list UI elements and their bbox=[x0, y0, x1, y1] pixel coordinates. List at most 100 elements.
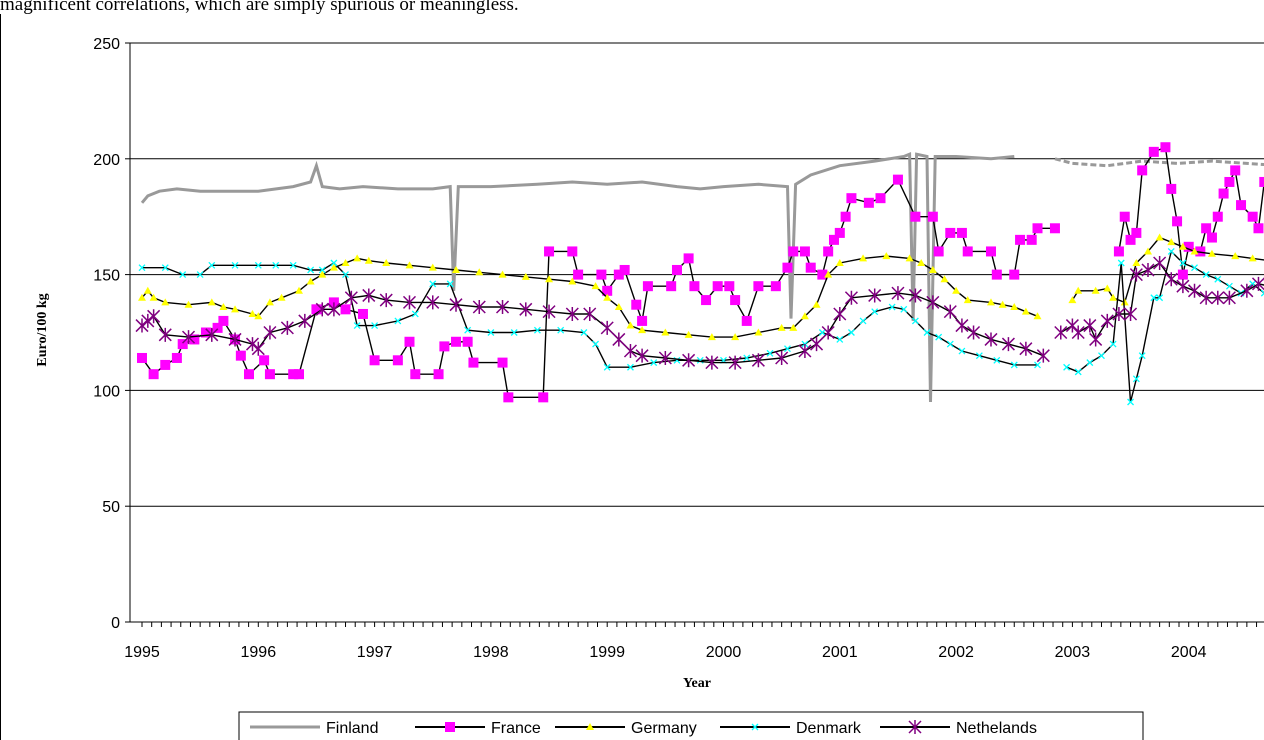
marker-star bbox=[1176, 279, 1190, 294]
marker-triangle bbox=[428, 263, 437, 271]
marker-x bbox=[871, 308, 879, 316]
marker-x bbox=[993, 356, 1001, 364]
marker-square bbox=[985, 246, 996, 257]
marker-square bbox=[264, 369, 275, 380]
legend-item-france: France bbox=[415, 720, 541, 737]
marker-x bbox=[254, 261, 262, 269]
marker-triangle bbox=[521, 272, 530, 280]
marker-star bbox=[147, 309, 161, 324]
marker-x bbox=[411, 310, 419, 318]
marker-star bbox=[1071, 325, 1085, 340]
marker-triangle bbox=[603, 293, 612, 301]
series-group bbox=[135, 142, 1264, 406]
marker-square bbox=[171, 352, 182, 363]
marker-star bbox=[542, 304, 556, 319]
marker-square bbox=[503, 392, 514, 403]
x-tick-label: 2000 bbox=[706, 644, 742, 661]
marker-x bbox=[371, 322, 379, 330]
marker-x bbox=[353, 322, 361, 330]
marker-star bbox=[280, 320, 294, 335]
marker-x bbox=[1167, 247, 1175, 255]
marker-star bbox=[228, 332, 242, 347]
marker-x bbox=[289, 261, 297, 269]
marker-square bbox=[602, 285, 613, 296]
marker-x bbox=[975, 352, 983, 360]
marker-star bbox=[1164, 272, 1178, 287]
marker-triangle bbox=[1207, 249, 1216, 257]
marker-star bbox=[891, 286, 905, 301]
marker-x bbox=[1098, 352, 1105, 360]
marker-star bbox=[362, 288, 376, 303]
marker-square bbox=[200, 327, 211, 338]
marker-square bbox=[1201, 223, 1212, 234]
x-tick-label: 1996 bbox=[241, 644, 277, 661]
marker-x bbox=[1179, 259, 1187, 267]
marker-star bbox=[984, 332, 998, 347]
x-tick-label: 1998 bbox=[473, 644, 509, 661]
marker-x bbox=[935, 333, 943, 341]
marker-x bbox=[330, 259, 338, 267]
marker-star bbox=[379, 293, 393, 308]
marker-star bbox=[1240, 283, 1254, 298]
marker-triangle bbox=[586, 723, 594, 730]
series-finland-2003-2004- bbox=[1054, 157, 1264, 168]
y-tick-label: 100 bbox=[93, 383, 120, 400]
marker-triangle bbox=[265, 298, 274, 306]
marker-star bbox=[181, 330, 196, 345]
marker-square bbox=[788, 246, 799, 257]
marker-star bbox=[1141, 262, 1155, 277]
marker-x bbox=[911, 317, 919, 325]
y-tick-label: 250 bbox=[93, 36, 120, 53]
marker-x bbox=[1063, 363, 1071, 371]
marker-square bbox=[189, 334, 200, 345]
series-france-2003-2004- bbox=[1113, 142, 1264, 280]
marker-square bbox=[724, 281, 735, 292]
marker-square bbox=[782, 262, 793, 273]
marker-triangle bbox=[149, 293, 158, 301]
marker-square bbox=[817, 269, 828, 280]
marker-star bbox=[565, 306, 579, 321]
marker-star bbox=[600, 320, 614, 335]
marker-triangle bbox=[1248, 254, 1257, 262]
marker-square bbox=[642, 281, 653, 292]
marker-square bbox=[1137, 165, 1148, 176]
marker-star bbox=[967, 325, 981, 340]
legend-label: Nethelands bbox=[956, 720, 1037, 737]
marker-star bbox=[635, 348, 649, 363]
marker-triangle bbox=[1190, 247, 1199, 255]
marker-square bbox=[357, 308, 368, 319]
legend-item-finland: Finland bbox=[250, 720, 378, 737]
marker-x bbox=[557, 326, 565, 334]
marker-square bbox=[567, 246, 578, 257]
marker-x bbox=[272, 261, 280, 269]
marker-square bbox=[1148, 146, 1159, 157]
marker-star bbox=[135, 318, 149, 333]
marker-x bbox=[900, 305, 908, 313]
marker-triangle bbox=[1010, 303, 1019, 311]
marker-square bbox=[671, 264, 682, 275]
marker-square bbox=[340, 304, 351, 315]
marker-triangle bbox=[684, 330, 693, 338]
marker-square bbox=[462, 336, 473, 347]
marker-star bbox=[1222, 290, 1236, 305]
legend-label: Denmark bbox=[796, 720, 862, 737]
marker-x bbox=[1156, 294, 1164, 302]
marker-square bbox=[497, 357, 508, 368]
marker-star bbox=[623, 344, 637, 359]
marker-star bbox=[519, 302, 533, 317]
marker-triangle bbox=[1091, 286, 1100, 294]
marker-triangle bbox=[1068, 296, 1077, 304]
marker-star bbox=[141, 313, 155, 328]
marker-x bbox=[743, 354, 751, 362]
marker-square bbox=[834, 227, 845, 238]
marker-star bbox=[810, 337, 824, 352]
marker-x bbox=[1127, 398, 1135, 406]
y-axis-title: Euro/100 kg bbox=[35, 293, 50, 366]
marker-square bbox=[1259, 176, 1264, 187]
x-tick-label: 2003 bbox=[1055, 644, 1091, 661]
marker-square bbox=[1119, 211, 1130, 222]
x-tick-label: 2002 bbox=[938, 644, 974, 661]
series-denmark bbox=[138, 259, 1041, 371]
marker-x bbox=[1109, 340, 1117, 348]
marker-square bbox=[1236, 200, 1247, 211]
